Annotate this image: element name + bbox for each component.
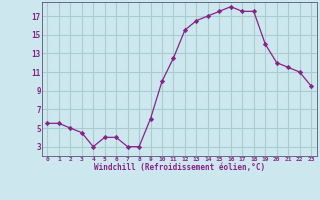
X-axis label: Windchill (Refroidissement éolien,°C): Windchill (Refroidissement éolien,°C) <box>94 163 265 172</box>
